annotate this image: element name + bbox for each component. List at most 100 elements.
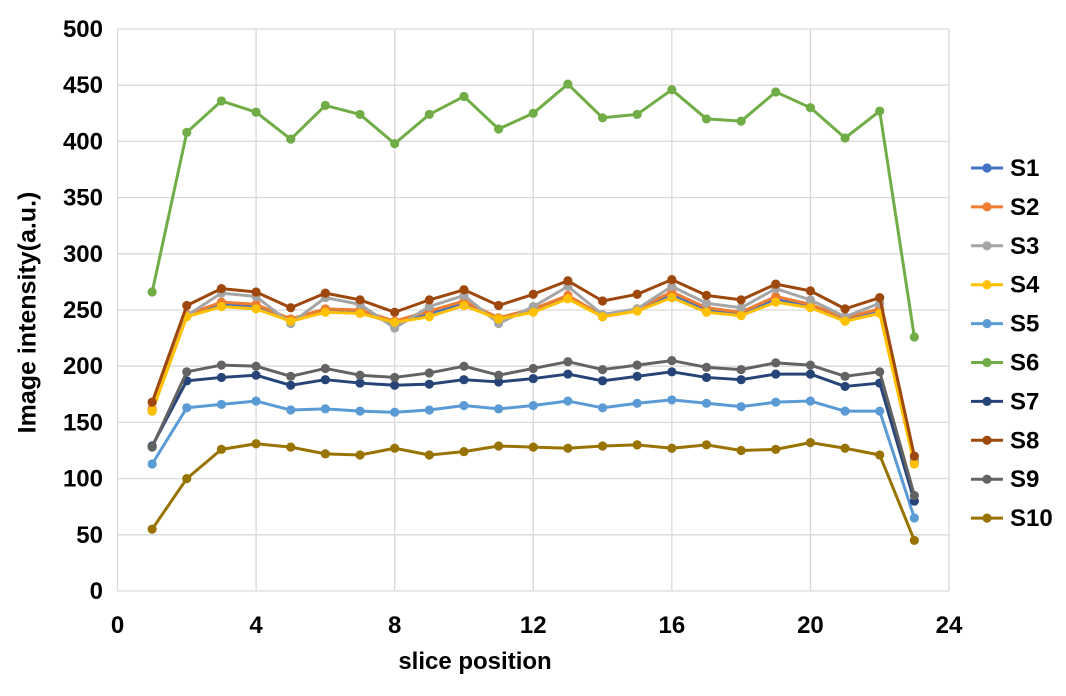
legend-item-S4: S4 bbox=[971, 272, 1040, 299]
data-point-S10-13 bbox=[563, 443, 573, 453]
x-axis-title: slice position bbox=[398, 648, 552, 675]
data-point-S5-17 bbox=[701, 398, 712, 408]
data-point-S6-13 bbox=[563, 79, 573, 89]
legend-key-marker-S4 bbox=[982, 280, 992, 290]
legend-item-S9: S9 bbox=[971, 466, 1039, 493]
data-point-S5-23 bbox=[909, 513, 919, 523]
data-point-S8-23 bbox=[909, 451, 919, 461]
series-S5 bbox=[147, 395, 919, 523]
data-point-S7-21 bbox=[840, 381, 850, 392]
legend-key-marker-S10 bbox=[982, 513, 992, 523]
y-tick-label: 100 bbox=[63, 466, 103, 493]
data-point-S10-3 bbox=[216, 444, 227, 454]
series-S6 bbox=[147, 79, 919, 342]
series-S10 bbox=[147, 438, 919, 546]
data-point-S10-19 bbox=[771, 444, 781, 454]
data-point-S9-22 bbox=[875, 367, 885, 377]
data-point-S7-4 bbox=[251, 370, 261, 380]
data-point-S6-8 bbox=[390, 139, 400, 149]
data-point-S10-7 bbox=[355, 450, 365, 460]
data-point-S9-10 bbox=[459, 361, 469, 371]
data-point-S4-21 bbox=[840, 316, 850, 326]
data-point-S5-20 bbox=[805, 396, 816, 406]
data-point-S8-11 bbox=[494, 300, 504, 311]
data-point-S10-10 bbox=[459, 447, 469, 457]
legend-key-marker-S1 bbox=[982, 163, 992, 173]
data-point-S4-15 bbox=[632, 306, 642, 316]
data-point-S5-16 bbox=[667, 395, 677, 405]
x-tick-label: 24 bbox=[936, 612, 963, 639]
data-point-S10-23 bbox=[909, 535, 919, 546]
data-point-S9-18 bbox=[736, 364, 746, 375]
data-point-S5-10 bbox=[459, 400, 469, 411]
data-point-S7-11 bbox=[494, 377, 504, 387]
legend-item-S10: S10 bbox=[971, 505, 1053, 532]
data-point-S9-4 bbox=[251, 361, 261, 371]
legend-key-marker-S9 bbox=[982, 474, 992, 484]
data-point-S10-5 bbox=[286, 442, 296, 452]
data-point-S5-14 bbox=[597, 403, 608, 413]
data-point-S6-10 bbox=[459, 91, 469, 102]
legend-item-S3: S3 bbox=[971, 233, 1039, 260]
data-point-S4-12 bbox=[528, 307, 538, 317]
data-point-S5-19 bbox=[771, 397, 781, 407]
x-tick-label: 0 bbox=[111, 612, 124, 639]
data-point-S10-21 bbox=[840, 443, 850, 453]
data-point-S8-2 bbox=[182, 300, 192, 311]
series-S7 bbox=[147, 367, 919, 506]
data-point-S7-7 bbox=[355, 378, 365, 388]
data-point-S7-5 bbox=[286, 380, 296, 390]
data-point-S8-15 bbox=[632, 289, 642, 299]
data-point-S5-3 bbox=[216, 399, 227, 410]
legend-item-S6: S6 bbox=[971, 350, 1039, 377]
data-point-S6-21 bbox=[840, 133, 850, 143]
data-point-S6-2 bbox=[182, 127, 192, 138]
data-point-S8-3 bbox=[216, 284, 227, 294]
data-point-S6-7 bbox=[355, 109, 365, 120]
data-point-S9-23 bbox=[909, 490, 919, 501]
data-point-S7-6 bbox=[320, 375, 330, 385]
data-point-S7-14 bbox=[597, 376, 608, 386]
y-tick-label: 400 bbox=[63, 128, 103, 155]
data-point-S5-18 bbox=[736, 402, 746, 412]
data-point-S7-20 bbox=[805, 369, 816, 379]
data-point-S10-17 bbox=[701, 440, 712, 450]
data-point-S4-16 bbox=[667, 293, 677, 303]
data-point-S5-2 bbox=[182, 403, 192, 413]
legend-item-S1: S1 bbox=[971, 155, 1039, 182]
data-point-S4-11 bbox=[494, 314, 504, 324]
data-point-S6-17 bbox=[701, 114, 712, 124]
data-point-S6-20 bbox=[805, 103, 816, 113]
data-point-S7-12 bbox=[528, 373, 538, 384]
y-tick-label: 500 bbox=[63, 16, 103, 43]
data-point-S9-15 bbox=[632, 360, 642, 370]
data-point-S7-9 bbox=[424, 379, 434, 389]
data-point-S3-20 bbox=[805, 295, 816, 305]
data-point-S4-23 bbox=[909, 459, 919, 469]
data-point-S4-3 bbox=[216, 302, 227, 312]
data-point-S4-4 bbox=[251, 304, 261, 314]
data-point-S4-7 bbox=[355, 308, 365, 318]
data-point-S7-19 bbox=[771, 369, 781, 379]
data-point-S9-5 bbox=[286, 371, 296, 381]
data-point-S4-17 bbox=[701, 307, 712, 317]
legend-key-marker-S8 bbox=[982, 435, 992, 445]
data-point-S4-20 bbox=[805, 303, 816, 313]
data-point-S10-12 bbox=[528, 442, 538, 452]
x-tick-label: 4 bbox=[249, 612, 263, 639]
series-S4 bbox=[147, 293, 919, 469]
data-point-S3-18 bbox=[736, 303, 746, 313]
data-point-S10-2 bbox=[182, 474, 192, 484]
data-point-S6-18 bbox=[736, 116, 746, 126]
series-layer bbox=[147, 79, 919, 546]
data-point-S10-8 bbox=[390, 443, 400, 453]
data-point-S4-6 bbox=[320, 307, 330, 317]
y-tick-label: 200 bbox=[63, 353, 103, 380]
data-point-S8-1 bbox=[147, 397, 157, 407]
data-point-S9-13 bbox=[563, 357, 573, 367]
data-point-S8-10 bbox=[459, 285, 469, 295]
data-point-S4-18 bbox=[736, 311, 746, 321]
data-point-S10-20 bbox=[805, 438, 816, 448]
